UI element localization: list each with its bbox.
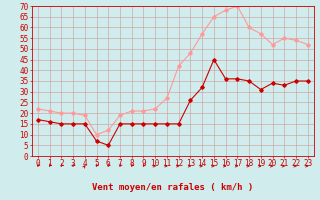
Text: Vent moyen/en rafales ( km/h ): Vent moyen/en rafales ( km/h ) [92,184,253,192]
